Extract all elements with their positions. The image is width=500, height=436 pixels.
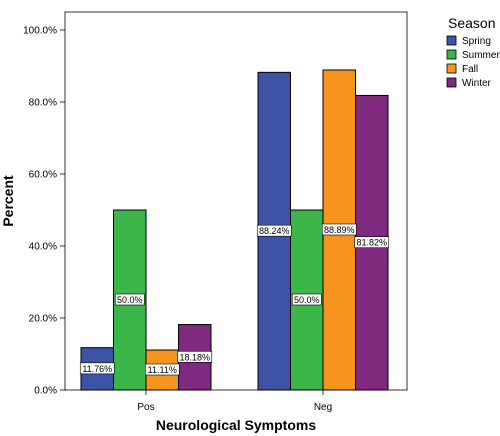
x-axis: Pos Neg — [137, 390, 332, 413]
y-tick-label: 80.0% — [29, 98, 57, 109]
y-axis: 0.0% 20.0% 40.0% 60.0% 80.0% 100.0% — [23, 26, 65, 397]
data-label: 88.24% — [259, 226, 290, 236]
y-tick-label: 100.0% — [23, 26, 57, 37]
data-label: 50.0% — [294, 295, 320, 305]
y-tick-label: 40.0% — [29, 242, 57, 253]
legend-swatch-summer — [446, 49, 457, 60]
legend-label-spring: Spring — [462, 36, 491, 47]
data-label: 18.18% — [179, 352, 210, 362]
legend-label-winter: Winter — [462, 78, 492, 89]
data-label: 11.11% — [148, 365, 177, 375]
y-tick-label: 0.0% — [34, 386, 57, 397]
data-label-box — [114, 293, 145, 306]
data-labels: 11.76% 50.0% 11.11%18.18% 88.24% 50.0% 88.89%… — [79, 223, 390, 376]
legend-title: Season — [448, 15, 495, 31]
data-label-box — [256, 224, 292, 237]
y-tick-label: 60.0% — [29, 170, 57, 181]
data-label: 81.82% — [356, 238, 387, 248]
legend-swatch-spring — [446, 35, 457, 46]
data-label-box — [321, 223, 357, 236]
data-label-box — [291, 293, 322, 306]
data-label: 50.0% — [117, 295, 143, 305]
x-tick-label: Pos — [137, 402, 154, 413]
y-tick-label: 20.0% — [29, 314, 57, 325]
legend-swatch-fall — [446, 63, 457, 74]
data-label-box — [79, 362, 115, 375]
data-label-box — [144, 363, 180, 376]
data-label: 88.89% — [324, 225, 355, 235]
data-label: 11.76% — [82, 364, 112, 374]
x-axis-title: Neurological Symptoms — [156, 417, 316, 433]
legend-swatch-winter — [446, 77, 457, 88]
legend-label-fall: Fall — [462, 64, 478, 75]
data-label-box — [177, 350, 213, 363]
legend: Season Spring Summer Fall Winter — [446, 15, 500, 89]
y-axis-title: Percent — [0, 175, 16, 227]
data-label-box — [354, 236, 390, 249]
x-tick-label: Neg — [314, 402, 332, 413]
legend-label-summer: Summer — [462, 50, 500, 61]
